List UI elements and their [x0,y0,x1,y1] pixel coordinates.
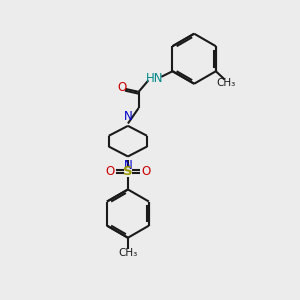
Text: CH₃: CH₃ [118,248,137,258]
Text: HN: HN [146,72,164,85]
Text: O: O [105,165,114,178]
Text: N: N [124,110,132,123]
Text: O: O [142,165,151,178]
Text: N: N [124,159,132,172]
Text: S: S [123,165,133,178]
Text: CH₃: CH₃ [216,78,236,88]
Text: O: O [117,81,127,94]
